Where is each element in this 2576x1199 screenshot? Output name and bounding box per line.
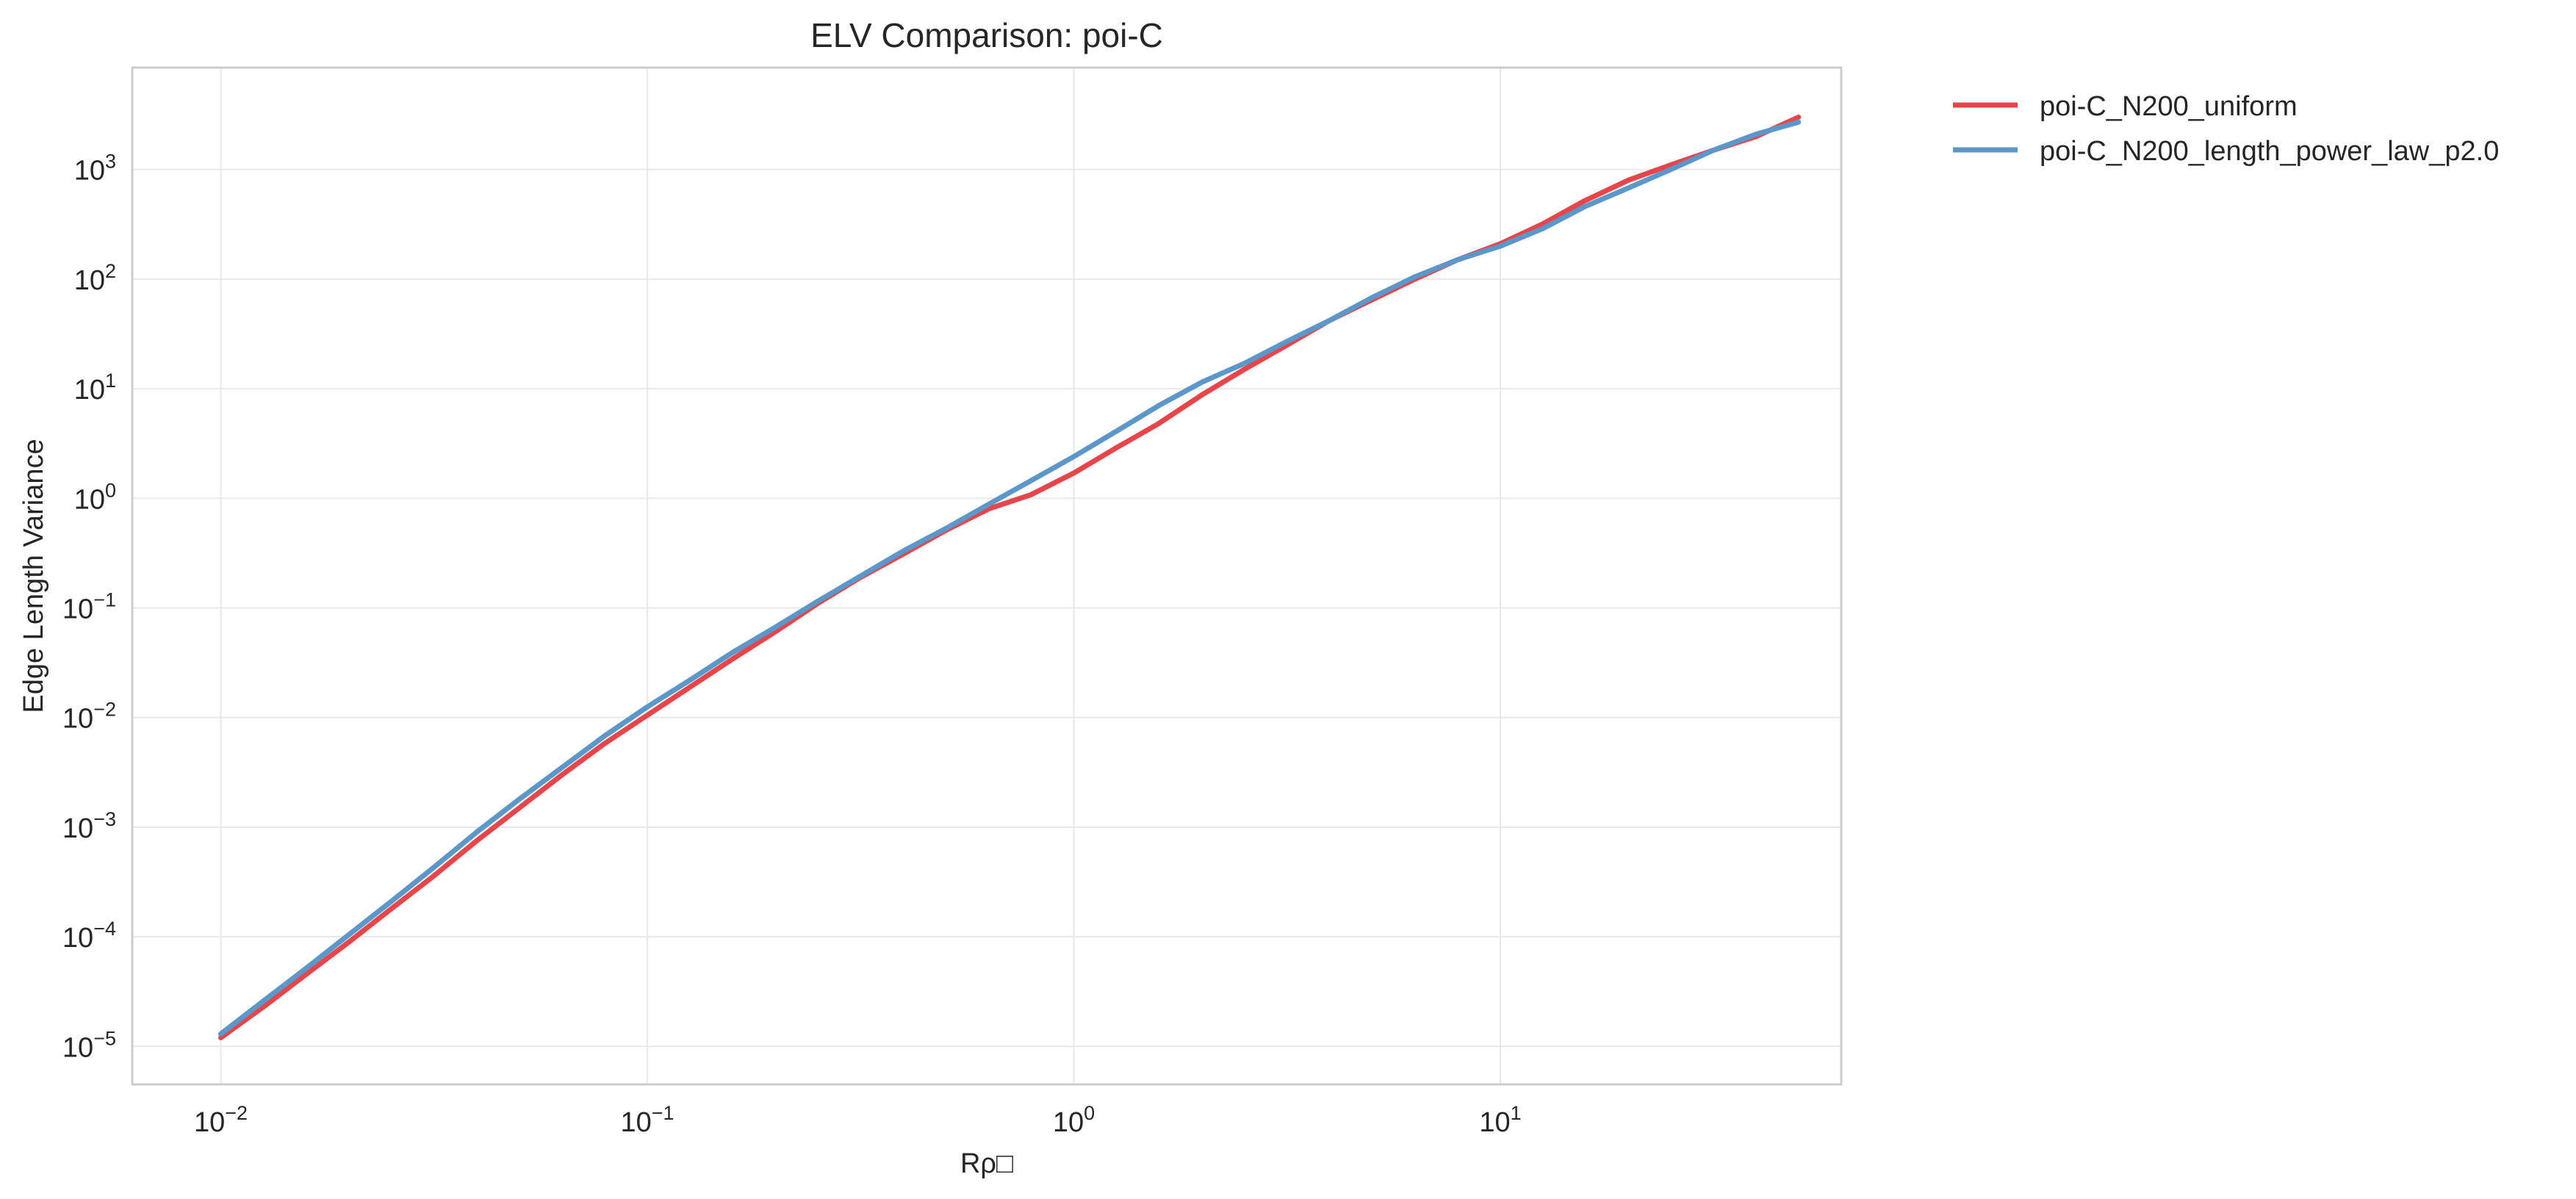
y-tick-label: 10−3 bbox=[62, 808, 116, 844]
x-tick-label: 100 bbox=[1053, 1102, 1095, 1138]
y-tick-label: 103 bbox=[74, 151, 116, 187]
series-line-0 bbox=[218, 115, 1802, 1040]
plot-frame bbox=[131, 66, 1843, 1086]
x-tick-label: 10−2 bbox=[194, 1102, 248, 1138]
series-lines bbox=[218, 115, 1802, 1040]
y-tick-label: 100 bbox=[74, 479, 116, 515]
y-tick-label: 101 bbox=[74, 370, 116, 406]
y-axis-label: Edge Length Variance bbox=[18, 439, 49, 713]
y-tick-label: 10−5 bbox=[62, 1027, 116, 1063]
x-tick-labels: 10−2 10−1 100 101 bbox=[194, 1102, 1522, 1138]
y-tick-label: 102 bbox=[74, 260, 116, 296]
series-line-1 bbox=[218, 119, 1802, 1037]
x-tick-label: 101 bbox=[1479, 1102, 1521, 1138]
legend: poi-C_N200_uniform poi-C_N200_length_pow… bbox=[1953, 91, 2499, 167]
y-tick-label: 10−1 bbox=[62, 588, 116, 624]
chart-title: ELV Comparison: poi-C bbox=[810, 16, 1163, 54]
x-tick-label: 10−1 bbox=[620, 1102, 674, 1138]
y-tick-label: 10−2 bbox=[62, 699, 116, 735]
legend-label-power-law: poi-C_N200_length_power_law_p2.0 bbox=[2040, 136, 2499, 167]
x-axis-label: Rρ□ bbox=[960, 1148, 1013, 1179]
y-tick-labels: 10−5 10−4 10−3 10−2 10−1 100 101 102 103 bbox=[62, 151, 116, 1064]
legend-label-uniform: poi-C_N200_uniform bbox=[2040, 91, 2298, 122]
grid-lines bbox=[132, 68, 1841, 1084]
y-tick-label: 10−4 bbox=[62, 918, 116, 954]
